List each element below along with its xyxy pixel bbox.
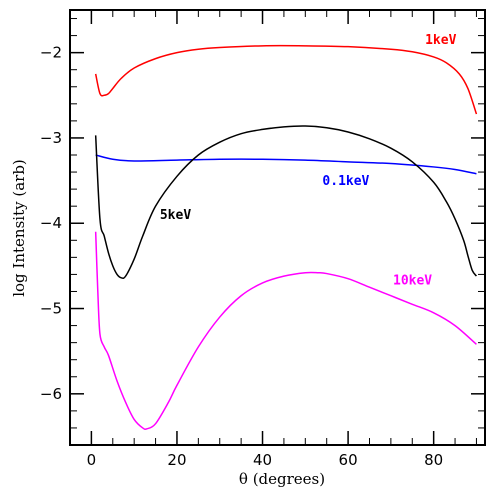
ticks: 0 20 40 60 80 −2 −3 −4 −5 −6 [40,10,485,469]
series-labels: 1keV 0.1keV 5keV 10keV [160,33,457,289]
x-axis-label: θ (degrees) [239,470,325,488]
series-label-0.1keV: 0.1keV [322,174,369,189]
x-tick-label: 40 [253,451,272,469]
x-tick-label: 80 [424,451,443,469]
y-tick-label: −4 [40,214,62,232]
plot-frame [69,9,486,446]
x-tick-label: 20 [167,451,186,469]
y-tick-label: −3 [40,129,62,147]
series-line-0.1keV [95,154,477,175]
y-tick-label: −2 [40,44,62,62]
series-line-1keV [94,44,478,115]
y-tick-label: −6 [40,385,62,403]
y-tick-label: −5 [40,300,62,318]
series-label-10keV: 10keV [393,274,432,289]
series-line-5keV [94,125,478,280]
series-line-10keV [94,231,477,430]
x-tick-label: 0 [87,451,97,469]
series-label-5keV: 5keV [160,208,191,223]
x-tick-label: 60 [339,451,358,469]
series-label-1keV: 1keV [425,33,456,48]
series-lines [94,44,478,430]
y-axis-label: log Intensity (arb) [10,159,28,297]
